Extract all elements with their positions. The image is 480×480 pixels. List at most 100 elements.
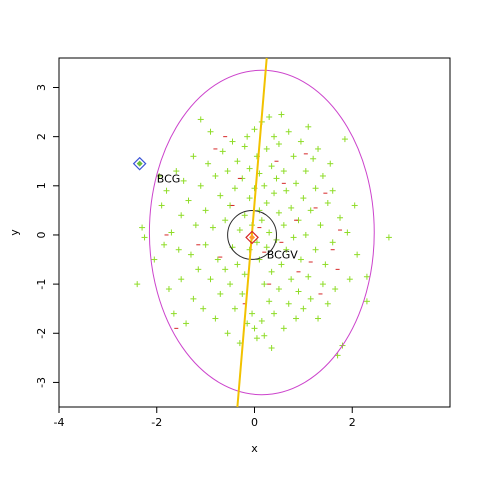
plus-point [163,187,170,194]
plot-frame [58,57,451,408]
plus-point [178,276,185,283]
plus-point [236,227,243,234]
plus-point [354,251,361,258]
plus-point [141,234,148,241]
data-layer [134,111,392,359]
plus-point [253,239,260,246]
plus-point [302,231,309,238]
plus-point [175,246,182,253]
plus-point [268,268,275,275]
y-tick-label: 0 [35,231,48,238]
plus-point [134,281,141,288]
plus-point [285,300,292,307]
plus-point [300,195,307,202]
plus-point [271,133,278,140]
annotation-label: BCGV [267,249,299,262]
plus-point [244,133,251,140]
plus-point [293,315,300,322]
plus-point [261,182,268,189]
plus-point [293,180,300,187]
plus-point [280,168,287,175]
y-tick-label: 2 [35,133,48,140]
plus-point [197,116,204,123]
plus-point [246,165,253,172]
axis-layer: -4 -2 0 2 -3 -2 -1 0 1 2 3 [35,84,356,429]
plus-point [178,212,185,219]
plus-point [158,202,165,209]
plus-point [278,111,285,118]
plus-point [346,276,353,283]
plus-point [319,172,326,179]
plus-point [212,172,219,179]
plus-point [165,286,172,293]
plus-point [312,185,319,192]
plus-point [217,192,224,199]
x-tick-label: 2 [349,416,356,429]
x-tick-label: 0 [251,416,258,429]
plus-point [302,168,309,175]
plus-point [324,200,331,207]
plus-point [271,190,278,197]
plus-point [363,298,370,305]
plus-point [253,335,260,342]
plus-point [151,256,158,263]
plus-point [288,204,295,211]
plus-point [312,246,319,253]
plus-point [212,315,219,322]
plus-point [190,153,197,160]
plus-point [280,325,287,332]
plus-point [217,290,224,297]
plus-point [275,286,282,293]
plus-point [239,290,246,297]
plus-point [283,187,290,194]
plus-point [310,155,317,162]
diamond-marker [132,156,147,171]
plus-point [256,256,263,263]
plus-point [297,138,304,145]
plus-point [297,256,304,263]
plus-point [234,261,241,268]
plus-point [207,128,214,135]
plus-point [197,182,204,189]
plus-point [185,197,192,204]
axis-line [236,57,268,408]
plus-point [275,141,282,148]
plus-point [161,241,168,248]
plus-point [209,224,216,231]
plus-point [251,126,258,133]
plus-point [319,281,326,288]
plus-point [327,160,334,167]
plus-point [214,256,221,263]
plus-point [266,229,273,236]
x-tick-label: -2 [151,416,162,429]
plus-point [278,261,285,268]
plus-point [227,281,234,288]
plus-point [183,320,190,327]
diamond-marker [245,230,259,245]
plus-point [268,163,275,170]
y-tick-label: -2 [35,328,48,339]
plus-point [241,212,248,219]
plus-point [258,217,265,224]
plus-point [363,273,370,280]
plus-point [300,305,307,312]
plus-point [315,315,322,322]
plus-point [268,345,275,352]
plus-point [305,123,312,130]
plus-point [344,229,351,236]
plus-point [241,143,248,150]
plus-point [351,202,358,209]
plus-point [261,332,268,339]
x-tick-label: -4 [54,416,65,429]
plus-point [207,276,214,283]
plus-point [173,168,180,175]
plus-point [231,305,238,312]
y-tick-label: -3 [35,377,48,388]
plus-point [263,200,270,207]
plus-point [170,310,177,317]
ellipse-outline [148,69,375,396]
plus-point [139,224,146,231]
plus-point [168,229,175,236]
plus-point [195,266,202,273]
